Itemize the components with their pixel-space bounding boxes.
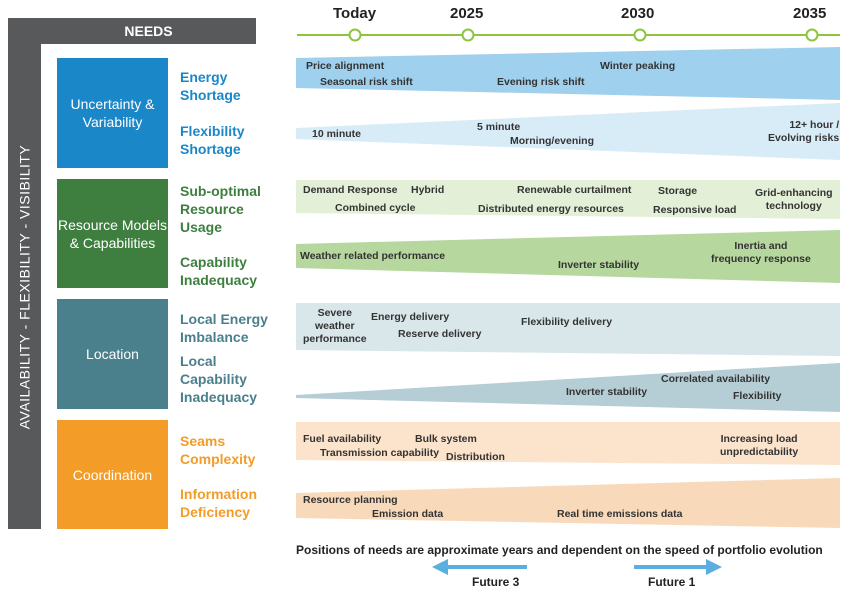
band-flexibility-shortage bbox=[296, 103, 840, 160]
item-inertia-frequency-response: Inertia and frequency response bbox=[711, 240, 811, 265]
year-label-2025: 2025 bbox=[450, 5, 484, 22]
item-grid-enhancing-technology: Grid-enhancing technology bbox=[755, 187, 833, 212]
timeline-marker-today bbox=[348, 28, 362, 42]
item-responsive-load: Responsive load bbox=[653, 204, 737, 216]
need-capability-inadequacy: Capability Inadequacy bbox=[180, 254, 258, 288]
future-1-label: Future 1 bbox=[648, 575, 696, 589]
band-local-energy-imbalance bbox=[296, 303, 840, 356]
item-price-alignment: Price alignment bbox=[306, 60, 385, 72]
timeline-marker-2030 bbox=[633, 28, 647, 42]
category-uncertainty-variability: Uncertainty & Variability bbox=[57, 58, 168, 168]
item-transmission-capability: Transmission capability bbox=[320, 447, 440, 459]
item-flexibility-local: Flexibility bbox=[733, 390, 782, 402]
future3-arrow-head bbox=[432, 559, 448, 575]
need-information-deficiency: Information Deficiency bbox=[180, 486, 257, 520]
item-12-hour-evolving-risks: 12+ hour / Evolving risks bbox=[768, 119, 840, 144]
item-inverter-stability-local: Inverter stability bbox=[566, 386, 648, 398]
item-correlated-availability: Correlated availability bbox=[661, 373, 771, 385]
need-suboptimal-resource-usage: Sub-optimal Resource Usage bbox=[180, 183, 261, 235]
item-distribution: Distribution bbox=[446, 451, 505, 463]
need-local-energy-imbalance: Local Energy Imbalance bbox=[180, 311, 268, 345]
item-winter-peaking: Winter peaking bbox=[600, 60, 676, 72]
frame-horizontal-bar bbox=[8, 18, 256, 44]
band-local-capability-inadequacy bbox=[296, 363, 840, 412]
band-suboptimal-usage bbox=[296, 180, 840, 219]
item-10-minute: 10 minute bbox=[312, 128, 362, 140]
band-energy-shortage bbox=[296, 47, 840, 100]
item-fuel-availability: Fuel availability bbox=[303, 433, 382, 445]
item-weather-related-performance: Weather related performance bbox=[300, 250, 446, 262]
future-3-label: Future 3 bbox=[472, 575, 520, 589]
need-flexibility-shortage: Flexibility Shortage bbox=[180, 123, 245, 157]
category-resource-models: Resource Models & Capabilities bbox=[57, 179, 168, 288]
timeline-marker-2025 bbox=[461, 28, 475, 42]
item-reserve-delivery: Reserve delivery bbox=[398, 328, 482, 340]
footnote: Positions of needs are approximate years… bbox=[296, 543, 823, 557]
item-real-time-emissions-data: Real time emissions data bbox=[557, 508, 683, 520]
need-local-capability-inadequacy: Local Capability Inadequacy bbox=[180, 353, 258, 405]
item-evening-risk-shift: Evening risk shift bbox=[497, 76, 585, 88]
year-label-today: Today bbox=[333, 5, 377, 22]
item-increasing-load-unpredictability: Increasing load unpredictability bbox=[720, 433, 799, 458]
item-storage: Storage bbox=[658, 185, 698, 197]
category-location: Location bbox=[57, 299, 168, 409]
item-severe-weather-performance: Severe weather performance bbox=[303, 307, 367, 345]
item-energy-delivery: Energy delivery bbox=[371, 311, 450, 323]
item-resource-planning: Resource planning bbox=[303, 494, 398, 506]
item-emission-data: Emission data bbox=[372, 508, 444, 520]
frame-vertical-bar bbox=[8, 18, 41, 529]
band-seams-complexity bbox=[296, 422, 840, 465]
category-coordination: Coordination bbox=[57, 420, 168, 529]
item-bulk-system: Bulk system bbox=[415, 433, 477, 445]
item-renewable-curtailment: Renewable curtailment bbox=[517, 184, 632, 196]
needs-header: NEEDS bbox=[124, 23, 173, 39]
item-inverter-stability-capability: Inverter stability bbox=[558, 259, 640, 271]
band-capability-inadequacy bbox=[296, 230, 840, 283]
need-seams-complexity: Seams Complexity bbox=[180, 433, 256, 467]
item-distributed-energy-resources: Distributed energy resources bbox=[478, 203, 624, 215]
item-hybrid: Hybrid bbox=[411, 184, 445, 196]
band-information-deficiency bbox=[296, 478, 840, 528]
timeline-marker-2035 bbox=[805, 28, 819, 42]
need-energy-shortage: Energy Shortage bbox=[180, 69, 241, 103]
item-flexibility-delivery: Flexibility delivery bbox=[521, 316, 613, 328]
item-demand-response: Demand Response bbox=[303, 184, 398, 196]
item-seasonal-risk-shift: Seasonal risk shift bbox=[320, 76, 413, 88]
year-label-2035: 2035 bbox=[793, 5, 827, 22]
item-combined-cycle: Combined cycle bbox=[335, 202, 416, 214]
item-morning-evening: Morning/evening bbox=[510, 135, 594, 147]
year-label-2030: 2030 bbox=[621, 5, 655, 22]
future1-arrow-head bbox=[706, 559, 722, 575]
item-5-minute: 5 minute bbox=[477, 121, 521, 133]
